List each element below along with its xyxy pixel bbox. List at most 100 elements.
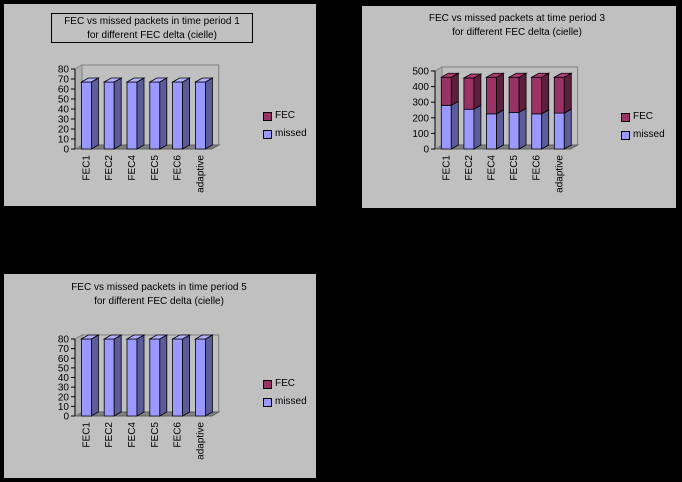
x-category-label: FEC1 — [81, 422, 92, 448]
bar-segment-missed-FEC2 — [463, 108, 475, 150]
bar-side-missed-FEC6 — [182, 334, 191, 417]
bar-segment-missed-FEC6 — [172, 338, 184, 417]
y-tick-label: 20 — [58, 392, 70, 403]
x-category-label: FEC2 — [104, 155, 115, 181]
bar-side-FEC-FEC4 — [496, 72, 504, 115]
bar-top-FEC6 — [530, 72, 551, 78]
bar-top-FEC5 — [507, 72, 528, 78]
bar-side-FEC-adaptive — [563, 72, 572, 114]
y-tick-label: 300 — [412, 98, 429, 109]
bar-side-missed-FEC4 — [496, 109, 504, 150]
bar-segment-FEC-FEC2 — [463, 77, 475, 110]
chart-side-wall — [74, 64, 83, 150]
bar-side-missed-adaptive — [204, 77, 213, 150]
legend-swatch-missed — [263, 130, 272, 139]
bar-top-FEC4 — [484, 72, 506, 78]
x-category-label: FEC5 — [150, 422, 161, 448]
legend-swatch-fec — [263, 112, 272, 121]
bar-segment-missed-FEC5 — [149, 81, 161, 150]
bar-top-FEC5 — [148, 77, 169, 83]
bar-segment-missed-FEC1 — [440, 104, 452, 150]
y-tick-label: 80 — [58, 65, 70, 76]
chart-panel-period-5: FEC vs missed packets in time period 5 f… — [4, 274, 316, 478]
bar-top-FEC6 — [171, 77, 192, 83]
y-tick-label: 0 — [63, 412, 69, 423]
legend-swatch-fec — [621, 113, 630, 122]
x-category-label: FEC5 — [509, 155, 520, 181]
y-tick-label: 10 — [58, 402, 70, 413]
bar-side-missed-FEC1 — [91, 334, 99, 417]
y-tick-label: 80 — [58, 335, 70, 346]
chart-title: FEC vs missed packets in time period 1 f… — [51, 13, 253, 43]
bar-segment-missed-FEC5 — [508, 111, 520, 150]
bar-segment-missed-FEC2 — [103, 338, 115, 417]
bar-segment-missed-FEC6 — [531, 113, 543, 150]
x-category-label: FEC2 — [104, 422, 115, 448]
legend-swatch-fec — [263, 380, 272, 389]
bar-side-missed-adaptive — [204, 334, 213, 417]
legend-label: FEC — [633, 111, 653, 122]
bar-segment-FEC-adaptive — [553, 76, 565, 114]
legend-swatch-missed — [263, 398, 272, 407]
y-tick-label: 400 — [412, 82, 429, 93]
legend-label: FEC — [275, 110, 295, 121]
bar-top-FEC1 — [439, 72, 460, 78]
bar-segment-missed-adaptive — [194, 338, 206, 417]
x-category-label: FEC4 — [487, 155, 498, 181]
y-tick-label: 100 — [412, 129, 429, 140]
x-category-label: adaptive — [195, 422, 206, 460]
x-category-label: FEC4 — [127, 422, 138, 448]
chart-side-wall — [74, 334, 83, 417]
y-tick-label: 70 — [58, 75, 70, 86]
x-category-label: adaptive — [195, 155, 206, 193]
y-tick-label: 70 — [58, 344, 70, 355]
bar-segment-missed-adaptive — [553, 112, 565, 150]
bar-side-missed-FEC6 — [541, 109, 550, 150]
bar-segment-FEC-FEC5 — [508, 76, 520, 113]
bar-segment-missed-FEC1 — [81, 81, 92, 150]
bar-segment-FEC-FEC4 — [486, 76, 497, 115]
y-tick-label: 20 — [58, 125, 70, 136]
bar-segment-missed-FEC2 — [103, 81, 115, 150]
chart-panel-period-1: FEC vs missed packets in time period 1 f… — [4, 4, 316, 206]
bar-top-FEC1 — [79, 334, 100, 340]
bar-segment-missed-FEC1 — [81, 338, 92, 417]
chart-plot: 0 100 200 300 400 500 FEC1 FEC2 FEC4 FEC5 FEC6 adap… — [412, 66, 580, 193]
bar-side-missed-adaptive — [563, 108, 572, 150]
bar-segment-missed-FEC5 — [149, 338, 161, 417]
bar-segment-FEC-FEC6 — [531, 76, 543, 115]
x-category-label: FEC2 — [464, 155, 475, 181]
bar-segment-missed-FEC6 — [172, 81, 184, 150]
x-category-label: adaptive — [554, 155, 565, 193]
bar-side-missed-FEC2 — [113, 334, 122, 417]
y-tick-label: 30 — [58, 383, 70, 394]
y-tick-label: 30 — [58, 115, 70, 126]
bar-top-FEC2 — [102, 77, 123, 83]
y-tick-label: 0 — [423, 145, 429, 156]
y-tick-label: 10 — [58, 135, 70, 146]
bar-side-missed-FEC5 — [159, 334, 168, 417]
bar-side-FEC-FEC2 — [473, 73, 482, 110]
bar-segment-missed-FEC4 — [126, 338, 138, 417]
y-tick-label: 50 — [58, 95, 70, 106]
y-tick-label: 60 — [58, 85, 70, 96]
y-tick-label: 200 — [412, 113, 429, 124]
chart-panel-period-3: FEC vs missed packets at time period 3 f… — [362, 6, 676, 208]
legend-label: missed — [275, 128, 307, 139]
bar-top-FEC4 — [125, 77, 146, 83]
bar-segment-FEC-FEC1 — [440, 76, 452, 106]
bar-top-FEC2 — [462, 73, 483, 79]
bar-top-adaptive — [552, 72, 573, 78]
bar-side-missed-FEC5 — [159, 77, 168, 150]
x-category-label: FEC1 — [81, 155, 92, 181]
x-category-label: FEC4 — [127, 155, 138, 181]
bar-side-FEC-FEC6 — [541, 72, 550, 115]
y-tick-label: 60 — [58, 354, 70, 365]
chart-title: FEC vs missed packets in time period 5 f… — [71, 282, 247, 307]
bar-side-missed-FEC1 — [450, 100, 459, 150]
bar-segment-missed-adaptive — [194, 81, 206, 150]
bar-side-missed-FEC4 — [136, 77, 145, 150]
y-tick-label: 40 — [58, 373, 70, 384]
